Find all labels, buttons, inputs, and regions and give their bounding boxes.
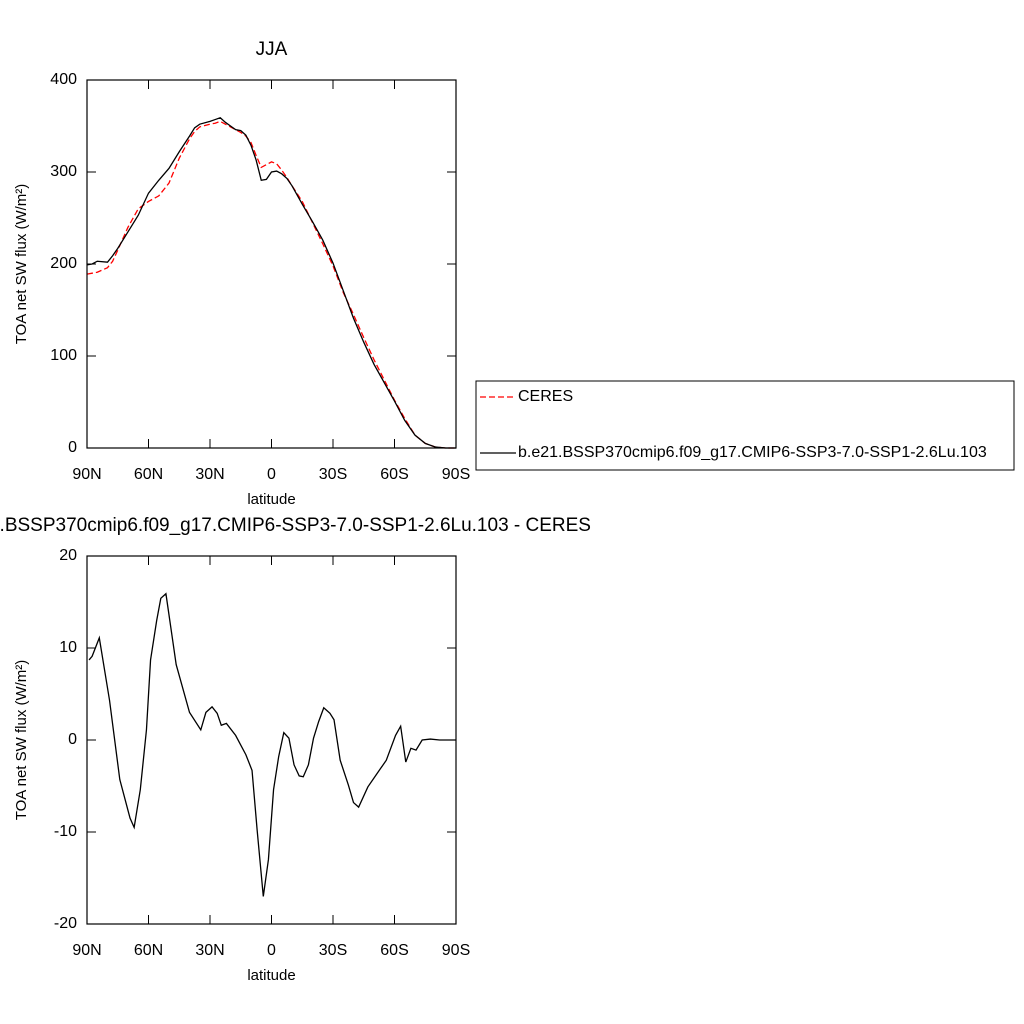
chart-title: JJA [256, 39, 288, 60]
x-tick-label: 0 [267, 942, 276, 959]
x-tick-label: 60S [380, 942, 408, 959]
y-tick-label: 20 [59, 547, 77, 564]
plot-frame [86, 555, 457, 925]
y-tick-label: -20 [54, 915, 77, 932]
x-tick-label: 90N [72, 466, 101, 483]
x-tick-label: 60N [134, 466, 163, 483]
data-line [86, 120, 456, 449]
y-tick-label: -10 [54, 823, 77, 840]
x-tick-label: 30S [319, 942, 347, 959]
legend: CERES b.e21.BSSP370cmip6.f09_g17.CMIP6-SS… [475, 380, 1015, 471]
x-tick-label: 60N [134, 942, 163, 959]
x-tick-label: 90N [72, 942, 101, 959]
data-line [88, 592, 456, 897]
x-axis-label: latitude [247, 491, 295, 508]
y-tick-label: 200 [50, 255, 77, 272]
y-tick-label: 400 [50, 71, 77, 88]
x-tick-label: 30N [195, 466, 224, 483]
y-tick-label: 100 [50, 347, 77, 364]
y-tick-label: 300 [50, 163, 77, 180]
x-tick-label: 90S [442, 466, 470, 483]
legend-label: CERES [518, 388, 573, 405]
y-tick-label: 0 [68, 731, 77, 748]
x-tick-label: 30S [319, 466, 347, 483]
y-tick-label: 0 [68, 439, 77, 456]
chart-title: b.e21.BSSP370cmip6.f09_g17.CMIP6-SSP3-7.… [0, 515, 591, 536]
x-axis-label: latitude [247, 967, 295, 984]
x-tick-label: 0 [267, 466, 276, 483]
x-tick-label: 30N [195, 942, 224, 959]
data-line [86, 116, 456, 449]
x-tick-label: 90S [442, 942, 470, 959]
legend-label: b.e21.BSSP370cmip6.f09_g17.CMIP6-SSP3-7.… [518, 444, 987, 461]
legend-box [475, 380, 1015, 471]
x-tick-label: 60S [380, 466, 408, 483]
y-axis-label: TOA net SW flux (W/m²) [13, 184, 30, 345]
plot-frame [86, 79, 457, 449]
y-tick-label: 10 [59, 639, 77, 656]
y-axis-label: TOA net SW flux (W/m²) [13, 660, 30, 821]
